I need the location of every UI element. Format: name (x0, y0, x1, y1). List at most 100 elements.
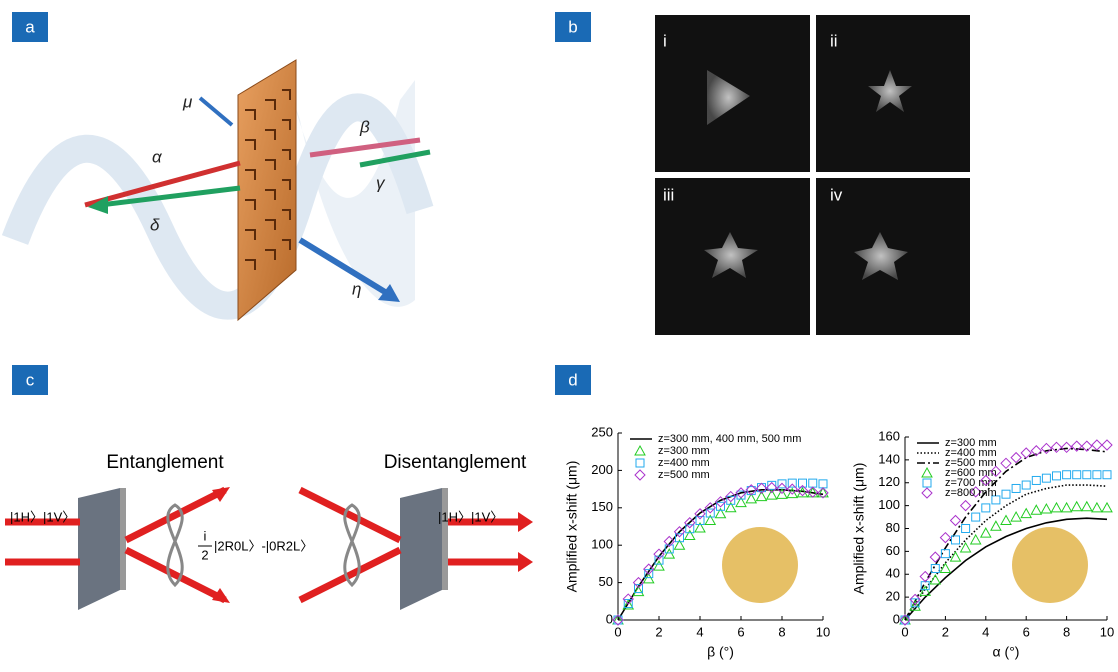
x-tick-label: 0 (901, 624, 908, 639)
panel-d: d (555, 365, 1088, 603)
title: Disentanglement (384, 452, 527, 473)
legend-label: z=300 mm (658, 445, 710, 457)
state: |1H〉|1V〉 (438, 509, 503, 524)
marker (1041, 443, 1051, 453)
figure: a μ α β γ δ η b i ii iii iv c Entangleme… (0, 0, 1118, 667)
fraction-numerator: i (204, 528, 207, 543)
marker (818, 488, 828, 497)
panel-b: b i ii iii iv (555, 12, 970, 335)
y-tick-label: 100 (591, 537, 613, 552)
panel-label: a (25, 17, 35, 36)
y-tick-label: 60 (886, 543, 900, 558)
marker (635, 446, 645, 455)
marker (962, 525, 970, 533)
y-tick-label: 120 (878, 474, 900, 489)
x-tick-label: 8 (1063, 624, 1070, 639)
x-tick-label: 2 (655, 624, 662, 639)
panel-c: c Entanglement Disentanglement |1H〉|1V〉 … (5, 365, 533, 610)
x-axis-label: α (°) (993, 644, 1020, 660)
state: |1H〉|1V〉 (10, 509, 75, 524)
expression: |2R0L〉-|0R2L〉 (214, 538, 313, 553)
image-label: iv (830, 185, 843, 204)
legend-label: z=400 mm (658, 457, 710, 469)
x-axis-label: β (°) (707, 644, 734, 660)
title: Entanglement (106, 452, 224, 473)
marker (819, 480, 827, 488)
y-tick-label: 40 (886, 566, 900, 581)
y-tick-label: 50 (599, 574, 613, 589)
marker (1011, 453, 1021, 463)
sphere-inset (1012, 527, 1088, 603)
marker (1012, 484, 1020, 492)
marker (1092, 440, 1102, 450)
image-label: i (663, 31, 667, 50)
y-tick-label: 140 (878, 451, 900, 466)
marker (952, 536, 960, 544)
symbol: α (152, 147, 163, 166)
marker (1083, 471, 1091, 479)
y-tick-label: 200 (591, 462, 613, 477)
marker (922, 488, 932, 498)
y-axis-label: Amplified x-shift (μm) (564, 461, 580, 593)
metasurface (78, 488, 120, 610)
marker (1021, 509, 1031, 518)
marker (636, 459, 644, 467)
marker (1103, 471, 1111, 479)
marker (1102, 503, 1112, 512)
marker (1052, 442, 1062, 452)
marker (1011, 512, 1021, 521)
symbol: δ (150, 215, 160, 234)
arrow-mu (200, 98, 232, 125)
marker (809, 479, 817, 487)
marker (940, 533, 950, 543)
marker (1102, 440, 1112, 450)
marker (1002, 490, 1010, 498)
x-tick-label: 6 (737, 624, 744, 639)
y-tick-label: 100 (878, 497, 900, 512)
image-label: iii (663, 185, 674, 204)
marker (923, 479, 931, 487)
marker (1031, 505, 1041, 514)
panel-label: c (26, 370, 35, 389)
x-tick-label: 4 (982, 624, 989, 639)
marker (991, 521, 1001, 530)
marker (972, 513, 980, 521)
substrate (442, 488, 448, 590)
y-tick-label: 160 (878, 428, 900, 443)
y-tick-label: 0 (606, 611, 613, 626)
symbol: μ (182, 92, 193, 111)
y-axis-label: Amplified x-shift (μm) (851, 463, 867, 595)
x-tick-label: 10 (816, 624, 830, 639)
legend-label: z=500 mm (658, 469, 710, 481)
marker (922, 468, 932, 477)
marker (1042, 474, 1050, 482)
marker (1082, 502, 1092, 511)
y-tick-label: 250 (591, 424, 613, 439)
x-tick-label: 2 (942, 624, 949, 639)
x-tick-label: 10 (1100, 624, 1114, 639)
marker (1052, 503, 1062, 512)
marker (1093, 471, 1101, 479)
marker (981, 528, 991, 537)
symbol: η (352, 279, 361, 298)
marker (1063, 471, 1071, 479)
image-label: ii (830, 31, 838, 50)
marker (1062, 503, 1072, 512)
panel-label: b (568, 17, 577, 36)
x-tick-label: 0 (614, 624, 621, 639)
panel-label: d (568, 370, 577, 389)
marker (767, 490, 777, 499)
legend-label: z=300 mm, 400 mm, 500 mm (658, 433, 801, 445)
fraction-denominator: 2 (201, 547, 208, 562)
marker (1032, 476, 1040, 484)
metasurface (400, 488, 442, 610)
x-tick-label: 8 (778, 624, 785, 639)
symbol: β (359, 117, 370, 136)
marker (635, 470, 645, 480)
y-tick-label: 80 (886, 520, 900, 535)
legend-label: z=800 mm (945, 487, 997, 499)
marker (1092, 503, 1102, 512)
y-tick-label: 150 (591, 499, 613, 514)
marker (1062, 442, 1072, 452)
marker (1041, 504, 1051, 513)
